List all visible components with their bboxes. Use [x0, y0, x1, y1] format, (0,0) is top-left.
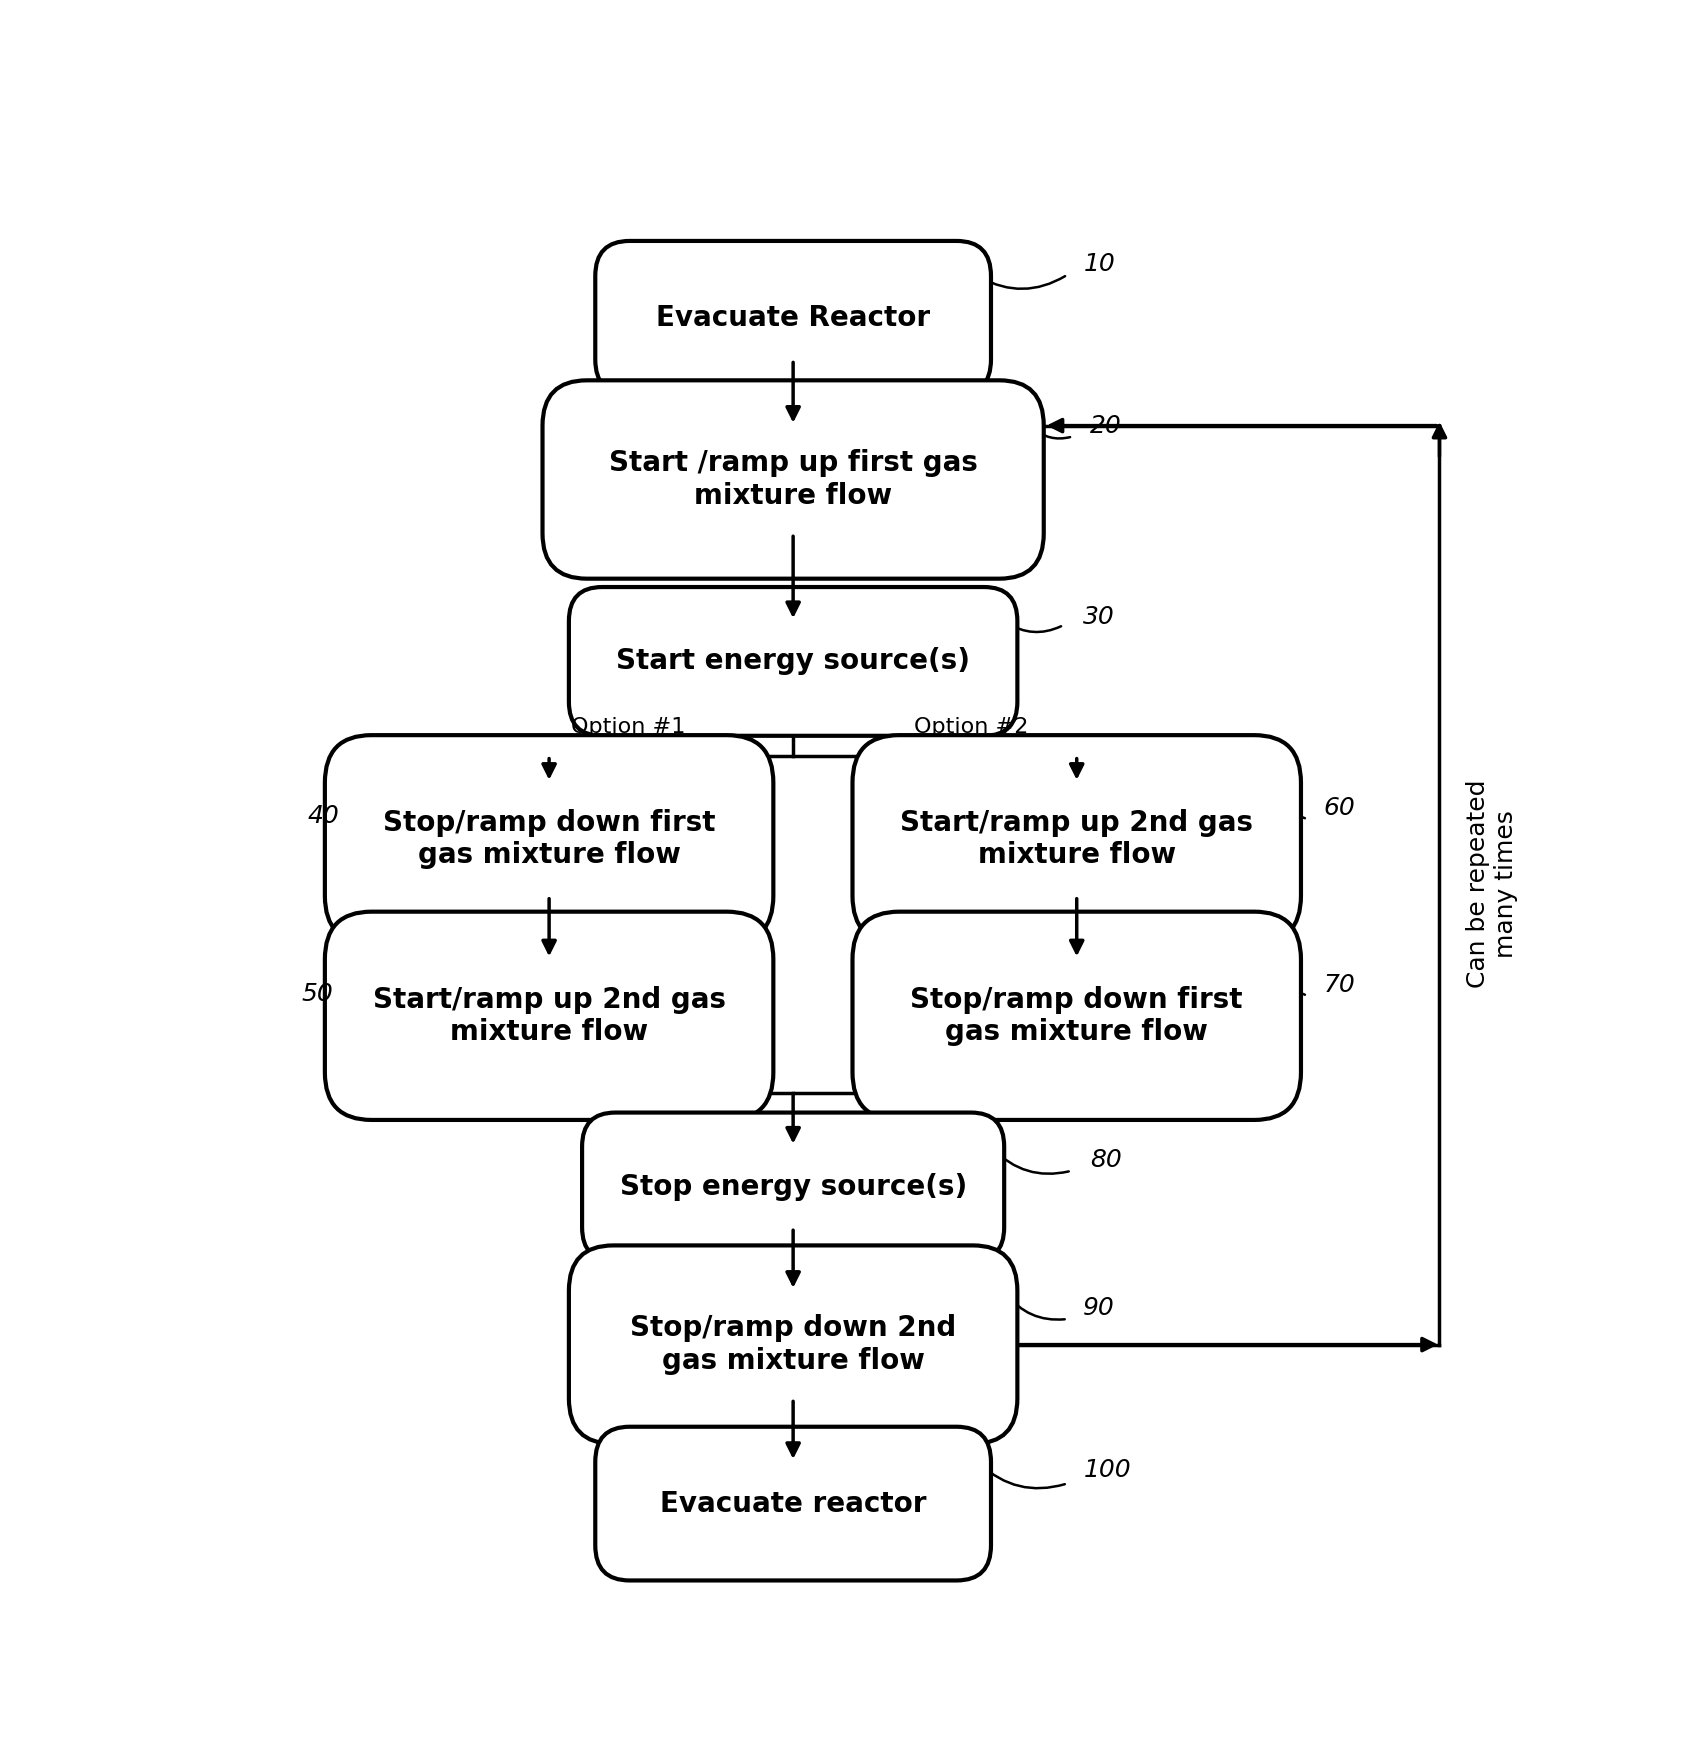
- Text: 60: 60: [1324, 796, 1355, 821]
- FancyBboxPatch shape: [325, 912, 773, 1120]
- Text: Stop/ramp down first
gas mixture flow: Stop/ramp down first gas mixture flow: [911, 985, 1242, 1046]
- FancyBboxPatch shape: [853, 735, 1300, 943]
- Text: Start/ramp up 2nd gas
mixture flow: Start/ramp up 2nd gas mixture flow: [373, 985, 725, 1046]
- Text: 20: 20: [1089, 413, 1122, 438]
- Text: 70: 70: [1324, 973, 1355, 997]
- FancyBboxPatch shape: [596, 242, 991, 396]
- Text: Can be repeated
many times: Can be repeated many times: [1467, 779, 1518, 989]
- FancyBboxPatch shape: [325, 735, 773, 943]
- FancyBboxPatch shape: [568, 586, 1018, 735]
- Text: Stop energy source(s): Stop energy source(s): [620, 1172, 967, 1200]
- Text: 40: 40: [308, 805, 339, 828]
- Text: Start /ramp up first gas
mixture flow: Start /ramp up first gas mixture flow: [609, 450, 977, 509]
- FancyBboxPatch shape: [543, 380, 1043, 579]
- Text: Option #2: Option #2: [914, 718, 1028, 737]
- Text: Evacuate Reactor: Evacuate Reactor: [655, 304, 931, 332]
- Text: 80: 80: [1089, 1148, 1122, 1172]
- Text: Stop/ramp down first
gas mixture flow: Stop/ramp down first gas mixture flow: [383, 808, 715, 870]
- Text: 100: 100: [1082, 1458, 1130, 1482]
- Text: 10: 10: [1082, 252, 1115, 276]
- Text: Stop/ramp down 2nd
gas mixture flow: Stop/ramp down 2nd gas mixture flow: [630, 1314, 957, 1376]
- Text: Option #1: Option #1: [572, 718, 686, 737]
- Text: Evacuate reactor: Evacuate reactor: [660, 1489, 926, 1517]
- FancyBboxPatch shape: [596, 1426, 991, 1580]
- Text: 50: 50: [301, 982, 334, 1006]
- Text: Start energy source(s): Start energy source(s): [616, 648, 970, 676]
- Text: 30: 30: [1082, 606, 1115, 628]
- Text: Start/ramp up 2nd gas
mixture flow: Start/ramp up 2nd gas mixture flow: [900, 808, 1253, 870]
- Text: 90: 90: [1082, 1297, 1115, 1320]
- FancyBboxPatch shape: [582, 1113, 1004, 1262]
- FancyBboxPatch shape: [568, 1246, 1018, 1444]
- FancyBboxPatch shape: [853, 912, 1300, 1120]
